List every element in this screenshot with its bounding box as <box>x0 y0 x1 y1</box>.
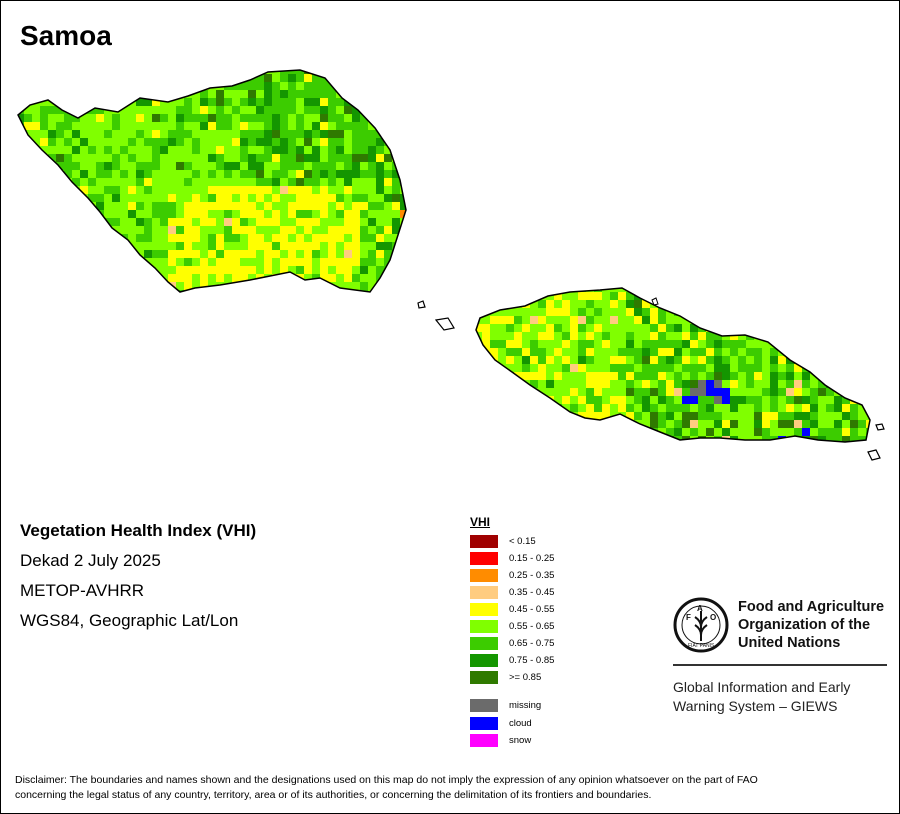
legend-swatch <box>470 716 498 730</box>
savaii-pixels <box>18 70 406 292</box>
svg-text:O: O <box>710 613 716 622</box>
legend-swatch <box>470 586 498 599</box>
legend-swatch <box>470 620 498 633</box>
svg-text:F: F <box>686 613 691 622</box>
legend-label: missing <box>509 700 542 711</box>
legend-swatch <box>470 569 498 582</box>
giews-line2: Warning System – GIEWS <box>673 698 838 714</box>
legend-label: 0.55 - 0.65 <box>509 621 555 632</box>
giews-line1: Global Information and Early <box>673 679 851 695</box>
legend-label: 0.65 - 0.75 <box>509 638 555 649</box>
legend-swatch <box>470 552 498 565</box>
legend-swatch <box>470 603 498 616</box>
org-name-line1: Food and Agriculture <box>738 599 885 615</box>
org-name-line2: Organization of the <box>738 617 871 633</box>
svg-text:FIAT PANIS: FIAT PANIS <box>688 643 715 649</box>
index-name: Vegetation Health Index (VHI) <box>20 521 257 540</box>
apolima-islet <box>434 317 455 331</box>
islet-east-3 <box>651 297 659 306</box>
legend-label: < 0.15 <box>509 536 536 547</box>
map-title: Samoa <box>20 20 112 51</box>
legend-swatch <box>470 699 498 712</box>
fao-logo: F A O FIAT PANIS <box>673 597 729 653</box>
disclaimer-line2: concerning the legal status of any count… <box>15 789 652 801</box>
legend-swatch <box>470 671 498 684</box>
giews-label: Global Information and Early Warning Sys… <box>673 678 850 716</box>
sensor-label: METOP-AVHRR <box>20 581 145 600</box>
period-label: Dekad 2 July 2025 <box>20 551 161 570</box>
savaii-coastline <box>17 69 407 293</box>
islet-east-2 <box>875 423 885 431</box>
legend-label: 0.35 - 0.45 <box>509 587 555 598</box>
projection-label: WGS84, Geographic Lat/Lon <box>20 611 239 630</box>
legend-label: 0.15 - 0.25 <box>509 553 555 564</box>
legend-label: 0.25 - 0.35 <box>509 570 555 581</box>
legend-label: snow <box>509 735 532 746</box>
svg-text:A: A <box>697 604 703 613</box>
legend-label: 0.75 - 0.85 <box>509 655 555 666</box>
org-divider <box>673 664 887 666</box>
legend-swatch <box>470 734 498 747</box>
legend-swatch <box>470 637 498 650</box>
upolu-pixels <box>476 288 870 442</box>
disclaimer-line1: Disclaimer: The boundaries and names sho… <box>15 774 758 786</box>
legend-swatch <box>470 535 498 548</box>
manono-islet <box>417 300 426 309</box>
legend-title: VHI <box>470 515 491 529</box>
legend-label: 0.45 - 0.55 <box>509 604 555 615</box>
org-name-line3: United Nations <box>738 635 841 651</box>
legend-label: >= 0.85 <box>509 672 542 683</box>
upolu-coastline <box>475 287 871 443</box>
legend-swatch <box>470 654 498 667</box>
legend-label: cloud <box>509 717 532 729</box>
vhi-map <box>17 69 885 461</box>
org-name: Food and Agriculture Organization of the… <box>738 598 884 652</box>
disclaimer: Disclaimer: The boundaries and names sho… <box>15 773 885 803</box>
islet-east-1 <box>867 449 881 461</box>
